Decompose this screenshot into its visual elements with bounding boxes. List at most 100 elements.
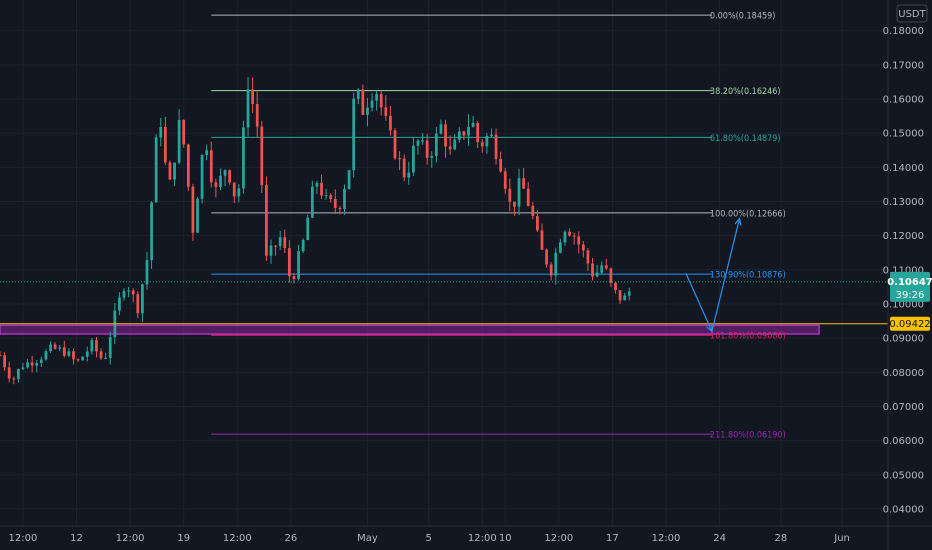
price-tick-label: 0.09000 — [883, 334, 924, 345]
price-tick-label: 0.13000 — [883, 197, 924, 208]
candle-body — [370, 100, 374, 108]
candle-body — [581, 244, 585, 251]
currency-badge[interactable]: USDT — [896, 4, 928, 23]
candle-body — [26, 362, 29, 368]
candle-body — [242, 127, 245, 189]
candle-body — [623, 295, 627, 301]
candle-body — [494, 134, 498, 159]
candle-body — [425, 140, 429, 158]
candle-body — [223, 170, 227, 176]
candle-body — [16, 369, 20, 380]
price-lines — [0, 281, 888, 325]
candle-body — [457, 131, 461, 140]
candle-body — [618, 290, 622, 301]
candle-body — [21, 367, 25, 370]
candle-body — [600, 265, 604, 273]
time-tick-label: 12:00 — [116, 533, 145, 544]
time-tick-label: 12:00 — [468, 533, 497, 544]
candle-body — [545, 249, 548, 265]
candle-body — [577, 236, 581, 245]
candle-body — [35, 363, 39, 366]
candle-body — [99, 351, 103, 359]
candle-body — [407, 172, 411, 178]
fib-level-label: 211.80%(0.06190) — [710, 431, 786, 441]
candle-body — [205, 150, 209, 155]
price-tick-label: 0.05000 — [883, 470, 924, 481]
projection-arrow[interactable] — [685, 217, 742, 334]
projection-arrowhead-down — [706, 324, 713, 333]
candle-body — [522, 178, 525, 189]
candle-body — [269, 245, 273, 256]
candle-body — [402, 158, 406, 178]
candle-body — [416, 140, 420, 146]
candle-body — [12, 378, 16, 380]
candle-body — [526, 188, 530, 206]
candle-body — [136, 294, 140, 314]
candle-body — [95, 340, 98, 352]
candle-body — [614, 282, 617, 291]
time-tick-label: 5 — [426, 533, 432, 544]
candle-body — [219, 175, 222, 188]
time-tick-label: 12:00 — [9, 533, 38, 544]
candle-body — [62, 347, 66, 356]
candle-body — [563, 231, 567, 243]
last-price-value: 0.10647 — [887, 277, 932, 288]
candle-body — [81, 356, 85, 361]
candle-body — [375, 93, 379, 101]
time-tick-label: 10 — [499, 533, 512, 544]
candle-body — [595, 272, 599, 277]
price-tick-label: 0.07000 — [883, 402, 924, 413]
candle-body — [604, 265, 608, 269]
candle-body — [232, 182, 236, 197]
price-tick-label: 0.17000 — [883, 60, 924, 71]
candle-body — [150, 202, 153, 261]
candle-body — [503, 171, 507, 189]
fib-level-label: 161.80%(0.09086) — [710, 332, 786, 342]
candle-body — [517, 178, 521, 207]
candle-body — [278, 237, 282, 247]
candle-body — [540, 230, 544, 250]
candle-body — [444, 124, 447, 147]
candle-body — [237, 188, 241, 197]
candle-body — [72, 351, 75, 360]
candle-body — [196, 198, 199, 233]
candle-body — [306, 217, 310, 241]
candle-body — [398, 158, 401, 160]
candle-body — [274, 245, 277, 247]
candle-body — [338, 207, 342, 209]
candle-body — [393, 130, 397, 159]
candle-body — [255, 103, 259, 127]
alert-price-tag — [890, 316, 930, 331]
price-tick-label: 0.12000 — [883, 231, 924, 242]
candle-body — [480, 142, 484, 147]
candle-body — [467, 126, 470, 136]
candle-body — [591, 263, 594, 277]
candle-body — [53, 344, 57, 349]
fib-retracement[interactable]: 0.00%(0.18459) 38.20%(0.16246) 61.80%(0.14… — [211, 12, 786, 441]
candle-body — [430, 155, 434, 158]
time-tick-label: 26 — [285, 533, 298, 544]
candle-body — [412, 145, 415, 173]
candle-body — [558, 242, 562, 253]
support-zone-box[interactable] — [0, 324, 820, 335]
time-axis[interactable]: 12:00 12 12:00 19 12:00 26 May 5 12:00 10 12:00 17 1… — [9, 533, 850, 544]
last-price-tag — [890, 271, 930, 302]
price-tick-label: 0.08000 — [883, 368, 924, 379]
candle-body — [462, 131, 466, 136]
candle-body — [168, 162, 172, 180]
currency-label: USDT — [898, 9, 926, 20]
price-tick-label: 0.16000 — [883, 95, 924, 106]
time-tick-label: 12:00 — [652, 533, 681, 544]
candle-body — [352, 98, 356, 171]
fib-level-label: 0.00%(0.18459) — [710, 12, 776, 22]
candle-body — [122, 291, 126, 298]
candle-body — [118, 297, 121, 311]
candle-body — [554, 252, 558, 276]
price-tags: 0.10647 39:26 0.09422 — [887, 271, 932, 331]
price-axis[interactable]: 0.18000 0.17000 0.16000 0.15000 0.14000 0.130… — [883, 26, 924, 515]
candle-body — [301, 240, 305, 252]
candle-body — [104, 357, 108, 359]
